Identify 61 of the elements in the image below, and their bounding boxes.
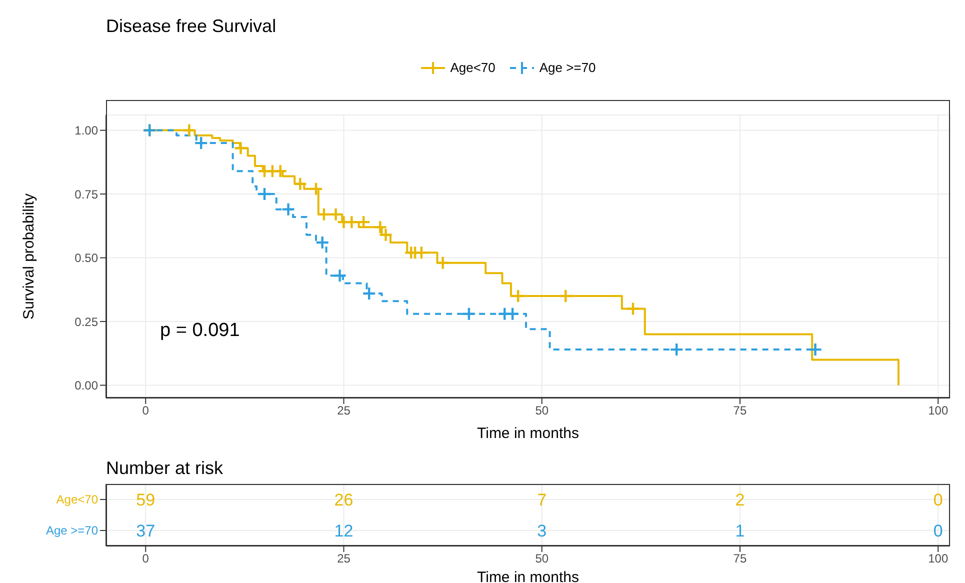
x-axis-title: Time in months <box>477 425 579 442</box>
legend-label: Age >=70 <box>539 60 596 75</box>
point <box>374 221 386 234</box>
point <box>310 182 322 195</box>
point <box>334 270 346 282</box>
data-label: 0 <box>933 522 943 540</box>
point <box>415 246 428 259</box>
y-tick-label: Age >=70 <box>46 524 98 538</box>
point <box>380 228 392 241</box>
point <box>316 236 328 248</box>
point <box>234 142 247 154</box>
point <box>294 178 306 190</box>
x-tick-label: 75 <box>733 552 747 566</box>
x-tick-label: 100 <box>928 552 948 566</box>
point <box>183 124 196 136</box>
y-axis-title: Survival probability <box>20 193 38 320</box>
point <box>346 216 358 228</box>
point <box>436 256 449 269</box>
x-tick-label: 75 <box>733 404 747 418</box>
y-tick-label: 1.00 <box>74 124 98 138</box>
point <box>809 344 822 356</box>
data-label: 7 <box>537 490 547 510</box>
point <box>258 188 270 200</box>
data-label: 1 <box>735 522 745 540</box>
annotation: p = 0.091 <box>160 320 240 342</box>
x-tick-label: 50 <box>535 552 549 566</box>
point <box>282 203 294 216</box>
y-tick-label: 0.00 <box>74 378 98 393</box>
y-tick-label: Age<70 <box>56 492 98 506</box>
data-label: 59 <box>136 490 156 510</box>
point <box>363 287 376 300</box>
data-label: 26 <box>334 490 354 510</box>
data-label: 12 <box>334 522 354 540</box>
point <box>462 308 475 320</box>
data-label: 0 <box>933 490 943 510</box>
y-tick-label: 0.75 <box>74 187 98 202</box>
x-tick-label: 0 <box>142 552 150 566</box>
y-tick-label: 0.50 <box>74 251 98 266</box>
point <box>627 302 640 315</box>
chart-title: Disease free Survival <box>106 16 276 37</box>
data-label: 37 <box>136 522 156 540</box>
y-tick-label: 0.25 <box>74 314 98 329</box>
data-label: 3 <box>537 522 547 540</box>
x-tick-label: 25 <box>337 552 351 566</box>
point <box>330 208 342 220</box>
x-tick-label: 25 <box>337 404 351 418</box>
point <box>506 308 519 320</box>
chart-title: Number at risk <box>106 458 224 479</box>
data-label: 2 <box>735 490 745 510</box>
x-tick-label: 100 <box>928 404 948 418</box>
point <box>512 290 524 302</box>
point <box>195 137 208 150</box>
point <box>560 290 572 302</box>
point <box>274 165 286 178</box>
legend-label: Age<70 <box>450 60 496 75</box>
point <box>670 344 683 356</box>
point <box>318 208 330 220</box>
point <box>358 216 370 228</box>
x-tick-label: 0 <box>142 404 150 418</box>
x-axis-title: Time in months <box>477 569 579 583</box>
x-tick-label: 50 <box>535 404 549 418</box>
